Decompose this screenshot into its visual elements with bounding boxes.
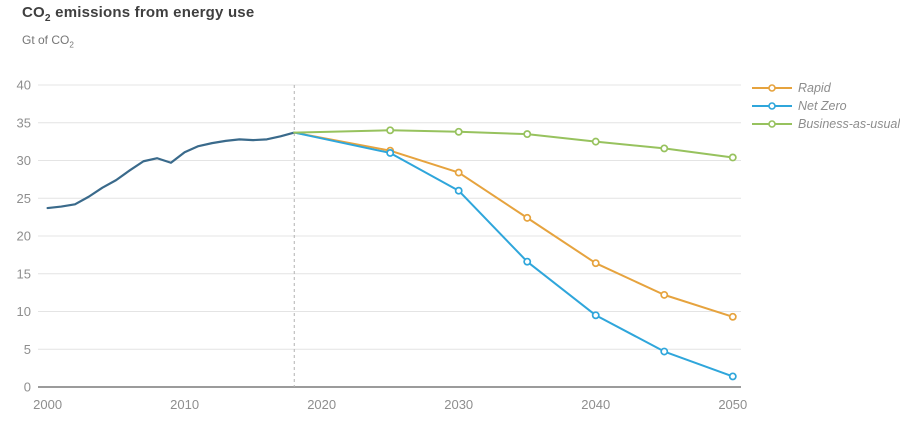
y-tick-label: 0 bbox=[24, 380, 31, 395]
y-tick-label: 25 bbox=[17, 191, 31, 206]
data-point-marker bbox=[660, 290, 669, 299]
legend-item-net-zero: Net Zero bbox=[751, 97, 900, 115]
legend-label-net-zero: Net Zero bbox=[798, 99, 847, 113]
data-point-marker bbox=[523, 257, 532, 266]
unit-label-text: Gt of CO bbox=[22, 33, 70, 47]
y-tick-label: 20 bbox=[17, 229, 31, 244]
data-point-marker bbox=[386, 148, 395, 157]
data-point-marker bbox=[386, 126, 395, 135]
net-zero-line-swatch-icon bbox=[752, 102, 792, 110]
data-point-marker bbox=[454, 127, 463, 136]
legend-label-rapid: Rapid bbox=[798, 81, 831, 95]
data-point-marker bbox=[728, 312, 737, 321]
rapid-line-swatch-icon bbox=[752, 84, 792, 92]
data-point-marker bbox=[660, 347, 669, 356]
data-point-marker bbox=[728, 153, 737, 162]
y-tick-label: 40 bbox=[17, 78, 31, 93]
y-tick-label: 10 bbox=[17, 304, 31, 319]
chart-unit-label: Gt of CO2 bbox=[22, 33, 254, 50]
x-tick-label: 2000 bbox=[33, 397, 62, 412]
x-tick-label: 2050 bbox=[718, 397, 747, 412]
legend-item-rapid: Rapid bbox=[751, 79, 900, 97]
series-line-net-zero bbox=[293, 131, 734, 378]
y-tick-label: 5 bbox=[24, 342, 31, 357]
series-line-business-as-usual bbox=[293, 129, 734, 159]
data-point-marker bbox=[591, 311, 600, 320]
x-tick-label: 2010 bbox=[170, 397, 199, 412]
y-tick-label: 35 bbox=[17, 115, 31, 130]
data-point-marker bbox=[728, 372, 737, 381]
x-tick-label: 2030 bbox=[444, 397, 473, 412]
chart-title-subscript: 2 bbox=[44, 13, 51, 24]
legend: Rapid Net Zero Business-as-usual bbox=[751, 79, 900, 133]
x-tick-label: 2040 bbox=[581, 397, 610, 412]
y-tick-label: 15 bbox=[17, 266, 31, 281]
x-tick-label: 2020 bbox=[307, 397, 336, 412]
history-line bbox=[46, 131, 296, 210]
chart-title-text: CO bbox=[22, 4, 45, 21]
legend-label-business-as-usual: Business-as-usual bbox=[798, 117, 900, 131]
chart-title-rest: emissions from energy use bbox=[50, 4, 255, 21]
chart-title: CO2 emissions from energy use bbox=[22, 4, 255, 24]
data-point-marker bbox=[523, 130, 532, 139]
data-point-marker bbox=[454, 186, 463, 195]
data-point-marker bbox=[591, 259, 600, 268]
data-point-marker bbox=[591, 137, 600, 146]
unit-label-subscript: 2 bbox=[69, 40, 74, 50]
data-point-marker bbox=[523, 213, 532, 222]
business-as-usual-line-swatch-icon bbox=[752, 120, 792, 128]
legend-item-business-as-usual: Business-as-usual bbox=[751, 115, 900, 133]
data-point-marker bbox=[454, 168, 463, 177]
chart-header: CO2 emissions from energy use Gt of CO2 bbox=[22, 4, 255, 50]
y-tick-label: 30 bbox=[17, 153, 31, 168]
data-point-marker bbox=[660, 144, 669, 153]
